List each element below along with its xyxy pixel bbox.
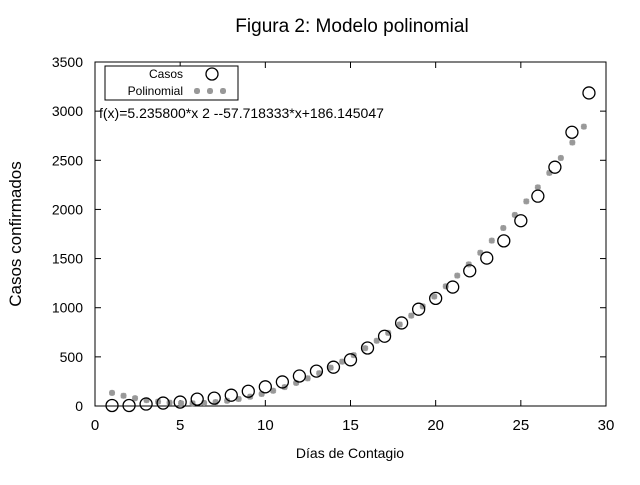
casos-point [497,234,511,248]
y-tick-label: 0 [75,398,83,414]
polynomial-point [523,198,530,205]
casos-point [122,398,136,413]
casos-point [582,86,596,100]
fit-annotation: f(x)=5.235800*x 2 --57.718333*x+186.1450… [99,105,384,121]
polynomial-point [178,400,185,407]
y-tick-label: 2500 [52,152,83,168]
x-tick-label: 30 [598,417,615,434]
casos-point [241,384,255,398]
x-axis-label: Días de Contagio [296,445,404,461]
polynomial-point [569,139,576,146]
legend-box [104,65,239,101]
x-tick-label: 10 [257,417,274,434]
polynomial-point [534,184,541,191]
y-tick-label: 2000 [52,201,83,217]
casos-point [394,316,409,330]
y-axis-label: Casos confirmados [6,161,25,307]
polynomial-point [488,237,495,244]
casos-point [275,375,290,389]
x-tick-label: 15 [342,417,359,434]
casos-point [292,369,307,383]
casos-point [309,364,324,378]
casos-point [343,353,358,367]
polynomial-point [362,345,369,352]
casos-point [190,392,204,406]
casos-point [139,397,153,411]
polynomial-point [546,169,553,176]
x-tick-label: 25 [512,417,529,434]
polynomial-point [270,387,277,394]
y-tick-label: 1500 [52,251,83,267]
casos-point [514,214,528,228]
casos-point [156,396,170,410]
casos-point [105,398,119,413]
x-tick-label: 5 [176,417,184,434]
legend: Casos Polinomial [104,65,239,101]
y-tick-label: 500 [60,349,84,365]
legend-star-marker [219,87,227,95]
casos-point [480,251,494,265]
casos-point [411,302,426,316]
casos-point [429,291,443,306]
legend-label-casos: Casos [149,67,183,81]
casos-point [207,391,221,405]
legend-star-marker [193,87,201,95]
polynomial-point [500,224,507,232]
polynomial-point [557,154,564,161]
casos-point [565,125,579,139]
polynomial-point [373,337,380,344]
casos-point [173,395,187,409]
x-tick-label: 20 [427,417,444,434]
polynomial-point [304,375,311,382]
casos-point [258,380,272,394]
casos-point [377,329,392,343]
polynomial-point [109,389,116,396]
polynomial-point [327,364,334,371]
legend-star-marker [206,87,214,95]
casos-point [326,360,341,374]
polynomial-point [580,123,587,130]
y-tick-label: 3500 [52,54,83,70]
casos-point [548,160,562,174]
x-tick-label: 0 [91,417,99,434]
casos-point [446,280,460,294]
polynomial-point [408,312,415,319]
casos-point [224,388,238,402]
casos-point [360,341,375,355]
chart-title: Figura 2: Modelo polinomial [235,16,468,37]
casos-point [463,264,477,278]
polynomial-point [120,392,127,399]
polynomial-point [132,395,139,402]
polynomial-point [431,293,438,300]
legend-label-polinomial: Polinomial [128,84,183,98]
legend-circle-marker [205,67,219,81]
casos-point [531,189,545,203]
polynomial-point [396,321,403,328]
y-tick-label: 3000 [52,103,83,119]
y-tick-label: 1000 [52,300,83,316]
polynomial-point [454,272,461,279]
